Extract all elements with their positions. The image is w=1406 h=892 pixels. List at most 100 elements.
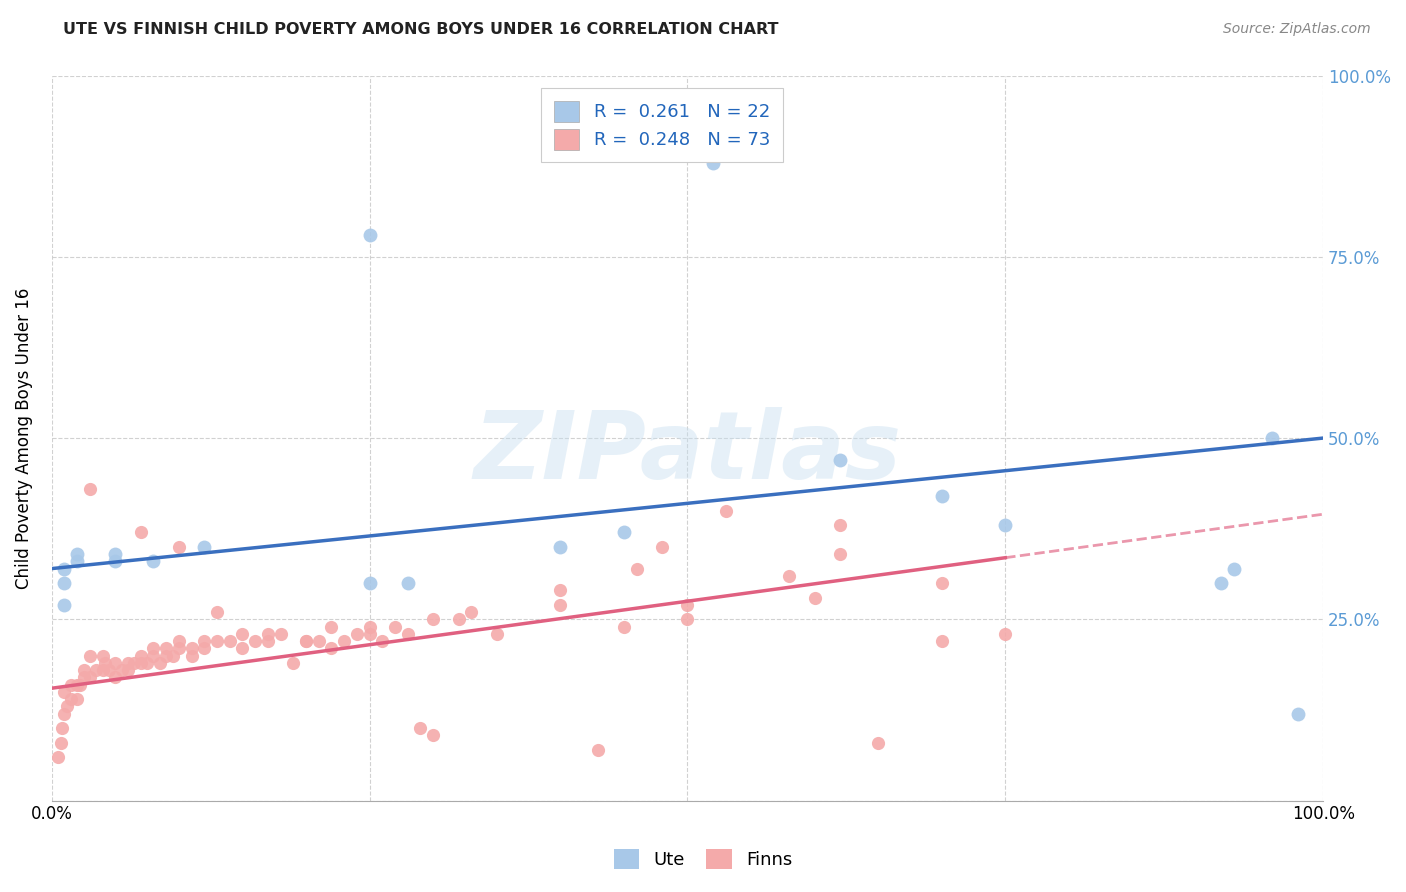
Point [550,540,572,554]
Point [49,736,72,750]
Point [136,656,159,670]
Point [283,656,305,670]
Point [104,547,127,561]
Point [142,641,165,656]
Point [295,634,318,648]
Point [243,634,266,648]
Point [994,627,1017,641]
Point [828,518,851,533]
Point [59,677,82,691]
Point [931,489,953,503]
Point [1286,706,1309,721]
Point [868,736,890,750]
Point [66,677,89,691]
Point [714,503,737,517]
Point [51,721,73,735]
Point [193,641,215,656]
Point [396,627,419,641]
Point [359,576,381,591]
Point [218,634,240,648]
Point [129,648,152,663]
Point [422,612,444,626]
Point [205,634,228,648]
Point [124,656,146,670]
Point [193,540,215,554]
Point [676,598,699,612]
Point [651,540,673,554]
Point [626,561,648,575]
Point [1211,576,1233,591]
Point [129,525,152,540]
Point [104,656,127,670]
Point [550,583,572,598]
Point [485,627,508,641]
Point [1223,561,1246,575]
Point [384,619,406,633]
Point [994,518,1017,533]
Point [66,554,89,568]
Point [84,663,107,677]
Point [155,641,177,656]
Point [588,743,610,757]
Point [94,656,117,670]
Text: Source: ZipAtlas.com: Source: ZipAtlas.com [1223,22,1371,37]
Point [53,706,76,721]
Point [447,612,470,626]
Point [321,641,343,656]
Point [828,452,851,467]
Point [56,699,79,714]
Point [72,670,94,684]
Point [1261,431,1284,445]
Point [270,627,292,641]
Point [53,685,76,699]
Point [676,612,699,626]
Point [422,728,444,742]
Y-axis label: Child Poverty Among Boys Under 16: Child Poverty Among Boys Under 16 [15,287,32,589]
Point [613,525,636,540]
Point [91,663,114,677]
Point [205,605,228,619]
Point [97,663,120,677]
Point [79,482,101,496]
Point [142,648,165,663]
Point [257,627,280,641]
Point [180,648,202,663]
Point [359,619,381,633]
Point [79,648,101,663]
Point [162,648,184,663]
Point [359,627,381,641]
Point [167,641,190,656]
Point [69,677,91,691]
Point [613,619,636,633]
Point [333,634,356,648]
Point [295,634,318,648]
Point [91,648,114,663]
Point [231,641,253,656]
Point [193,634,215,648]
Text: UTE VS FINNISH CHILD POVERTY AMONG BOYS UNDER 16 CORRELATION CHART: UTE VS FINNISH CHILD POVERTY AMONG BOYS … [63,22,779,37]
Point [117,663,139,677]
Point [409,721,432,735]
Point [129,656,152,670]
Point [46,750,69,764]
Point [167,634,190,648]
Point [180,641,202,656]
Point [53,598,76,612]
Point [66,692,89,706]
Point [257,634,280,648]
Point [550,598,572,612]
Point [104,554,127,568]
Point [104,670,127,684]
Point [231,627,253,641]
Point [828,547,851,561]
Point [59,692,82,706]
Point [371,634,394,648]
Point [53,561,76,575]
Point [167,540,190,554]
Point [79,670,101,684]
Point [346,627,368,641]
Point [931,634,953,648]
Point [72,663,94,677]
Point [53,576,76,591]
Point [142,554,165,568]
